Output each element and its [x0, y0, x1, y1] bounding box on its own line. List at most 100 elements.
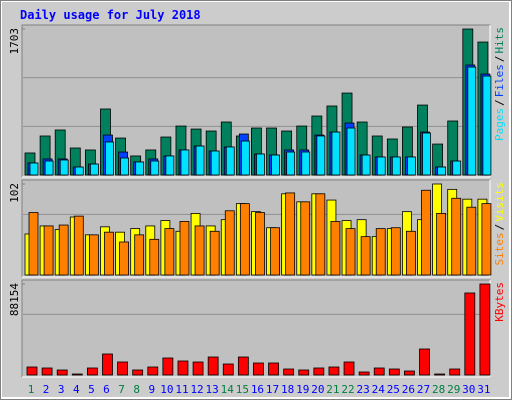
bar: [132, 369, 144, 376]
bar: [406, 230, 416, 276]
x-tick-label: 17: [266, 383, 279, 396]
bar: [286, 151, 296, 176]
bar: [449, 368, 461, 376]
x-tick-label: 22: [341, 383, 354, 396]
x-tick-label: 23: [357, 383, 370, 396]
bar: [464, 292, 476, 376]
bar: [149, 238, 160, 276]
bar: [422, 132, 431, 176]
bar: [388, 368, 400, 376]
bar: [210, 150, 220, 176]
x-tick-label: 7: [118, 383, 125, 396]
x-tick-label: 11: [175, 383, 188, 396]
bar: [345, 228, 356, 276]
x-tick-label: 25: [387, 383, 400, 396]
x-tick-label: 20: [311, 383, 324, 396]
bar: [222, 363, 234, 376]
x-tick-label: 13: [206, 383, 219, 396]
x-tick-label: 18: [281, 383, 294, 396]
x-tick-label: 29: [447, 383, 460, 396]
bar: [73, 215, 84, 276]
bar: [360, 236, 371, 276]
bar: [88, 234, 99, 276]
bar: [192, 361, 204, 376]
bar: [328, 366, 340, 376]
bar: [466, 206, 477, 276]
bar: [482, 75, 492, 176]
bar: [390, 227, 401, 276]
bar: [361, 154, 371, 176]
bar: [180, 149, 190, 176]
bar: [283, 368, 295, 376]
legend-entry: Pages: [493, 108, 506, 141]
bar: [179, 221, 190, 276]
bar: [330, 221, 341, 276]
x-tick-label: 19: [296, 383, 309, 396]
bar: [165, 155, 175, 176]
x-tick-label: 24: [372, 383, 386, 396]
bar: [313, 367, 325, 376]
bar: [391, 156, 401, 176]
bar: [240, 140, 250, 176]
bar: [271, 154, 280, 176]
bar: [268, 362, 279, 376]
legend-entry: Files: [493, 64, 506, 97]
x-tick-label: 3: [58, 383, 65, 396]
bar: [56, 369, 68, 376]
bar: [479, 283, 491, 376]
bar: [421, 189, 431, 276]
bar: [86, 367, 98, 376]
x-tick-label: 26: [402, 383, 415, 396]
bar: [481, 203, 492, 276]
bar: [437, 166, 447, 176]
bar: [71, 373, 83, 376]
bar: [102, 353, 113, 376]
bar: [58, 224, 69, 276]
x-tick-label: 6: [103, 383, 110, 396]
bar: [419, 348, 430, 376]
bar: [255, 212, 265, 276]
bar: [300, 201, 311, 276]
y-tick-label: 1703: [8, 28, 21, 55]
legend-separator: /: [493, 224, 506, 231]
chart-title: Daily usage for July 2018: [20, 8, 201, 22]
legend: Pages/Files/Hits: [493, 27, 506, 141]
x-tick-label: 2: [43, 383, 50, 396]
bar: [343, 361, 355, 376]
bar: [26, 366, 38, 376]
x-tick-label: 1: [28, 383, 35, 396]
x-tick-label: 12: [190, 383, 203, 396]
bar: [43, 225, 54, 276]
legend-entry: KBytes: [493, 282, 506, 322]
bar: [331, 131, 341, 176]
bar: [373, 367, 385, 376]
x-tick-label: 30: [462, 383, 475, 396]
legend-entry: Hits: [493, 27, 506, 54]
bar: [316, 135, 326, 176]
x-tick-label: 14: [221, 383, 235, 396]
bar: [177, 360, 189, 376]
bar: [285, 192, 296, 276]
bar: [467, 66, 477, 176]
legend: KBytes: [493, 282, 506, 322]
bar: [436, 213, 447, 276]
bar: [224, 210, 235, 276]
bar: [452, 160, 462, 176]
bar: [147, 366, 159, 376]
legend: Sites/ Visits: [493, 182, 506, 266]
bar: [162, 357, 174, 376]
bar: [270, 227, 280, 276]
x-tick-label: 15: [236, 383, 249, 396]
bar: [134, 234, 145, 276]
legend-entry: Visits: [493, 182, 506, 222]
x-tick-label: 4: [73, 383, 80, 396]
bar: [29, 162, 39, 176]
bar: [28, 212, 39, 276]
legend-entry: Sites: [493, 232, 506, 265]
bar: [451, 197, 462, 276]
bar: [150, 160, 160, 176]
bar: [407, 156, 416, 176]
x-tick-label: 10: [160, 383, 173, 396]
y-tick-label: 102: [8, 183, 21, 203]
